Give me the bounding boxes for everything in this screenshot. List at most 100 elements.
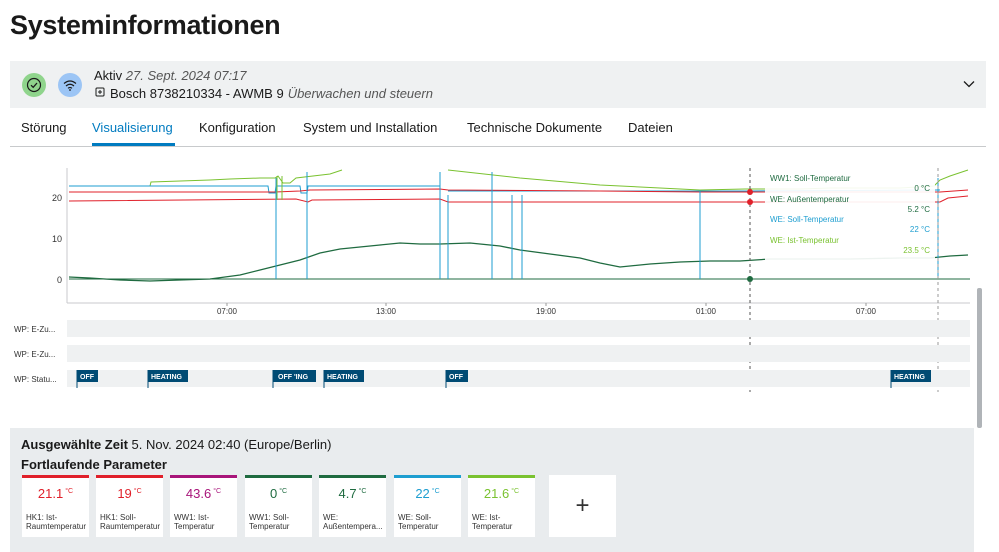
- tooltip-label: WE: Ist-Temperatur: [770, 236, 839, 245]
- parameter-name: WE: Ist- Temperatur: [472, 513, 512, 531]
- parameter-card[interactable]: 43.6 °C WW1: Ist- Temperatur: [170, 475, 237, 537]
- parameter-number: 0: [269, 486, 278, 501]
- x-tick-label: 19:00: [536, 307, 557, 316]
- tab-bar: Störung Visualisierung Konfiguration Sys…: [10, 111, 986, 147]
- y-tick-20: 20: [52, 193, 62, 203]
- page-title: Systeminformationen: [10, 10, 281, 40]
- selected-time-label: Ausgewählte Zeit: [21, 437, 128, 452]
- cursor-point: [747, 276, 753, 282]
- y-tick-10: 10: [52, 234, 62, 244]
- status-flag: HEATING: [327, 374, 359, 381]
- tab-visualisierung[interactable]: Visualisierung: [92, 120, 173, 135]
- parameter-name: WE: Soll- Temperatur: [398, 513, 438, 531]
- x-ticks: 07:00 13:00 19:00 01:00 07:00: [217, 303, 877, 316]
- parameter-name-line: HK1: Soll-: [100, 513, 137, 522]
- tab-dateien[interactable]: Dateien: [628, 120, 673, 135]
- parameter-number: 43.6: [185, 486, 212, 501]
- chevron-down-icon[interactable]: [962, 77, 976, 91]
- parameter-number: 22: [415, 486, 430, 501]
- parameter-name: HK1: Ist- Raumtemperatur: [26, 513, 86, 531]
- cursor-point: [747, 199, 753, 205]
- parameter-unit: °C: [358, 488, 367, 495]
- parameter-name: WW1: Ist- Temperatur: [174, 513, 214, 531]
- parameter-unit: °C: [431, 488, 440, 495]
- device-subtitle: Überwachen und steuern: [287, 86, 433, 101]
- device-name: Bosch 8738210334 - AWMB 9: [110, 86, 284, 101]
- tooltip-value: 5.2 °C: [908, 205, 931, 214]
- status-row-label: WP: E-Zu...: [14, 350, 55, 359]
- active-tab-indicator: [92, 143, 175, 146]
- parameter-value: 4.7 °C: [319, 486, 386, 501]
- tab-konfiguration[interactable]: Konfiguration: [199, 120, 276, 135]
- parameter-card[interactable]: 19 °C HK1: Soll- Raumtemperatur: [96, 475, 163, 537]
- selected-time-panel: Ausgewählte Zeit 5. Nov. 2024 02:40 (Eur…: [10, 428, 974, 552]
- parameter-unit: °C: [65, 488, 74, 495]
- add-parameter-button[interactable]: +: [549, 475, 616, 537]
- y-tick-0: 0: [57, 275, 62, 285]
- tooltip-label: WE: Außentemperatur: [770, 195, 849, 204]
- parameter-name-line: Temperatur: [398, 522, 439, 531]
- tooltip-label: WW1: Soll-Temperatur: [770, 174, 851, 183]
- x-tick-label: 07:00: [217, 307, 238, 316]
- scrollbar-thumb[interactable]: [977, 288, 982, 428]
- parameter-value: 0 °C: [245, 486, 312, 501]
- status-flags: OFF HEATING OFF 'ING HEATING OFF HEATING: [76, 370, 931, 388]
- parameter-card[interactable]: 21.6 °C WE: Ist- Temperatur: [468, 475, 535, 537]
- parameter-card[interactable]: 21.1 °C HK1: Ist- Raumtemperatur: [22, 475, 89, 537]
- parameter-value: 43.6 °C: [170, 486, 237, 501]
- tooltip-label: WE: Soll-Temperatur: [770, 215, 844, 224]
- x-tick-label: 07:00: [856, 307, 877, 316]
- parameter-number: 4.7: [338, 486, 357, 501]
- device-timestamp: 27. Sept. 2024 07:17: [125, 68, 247, 83]
- parameter-value: 21.6 °C: [468, 486, 535, 501]
- tooltip-value: 22 °C: [910, 225, 930, 234]
- tab-stoerung[interactable]: Störung: [21, 120, 67, 135]
- device-status: Aktiv: [94, 68, 123, 83]
- parameter-name-line: Temperatur: [174, 522, 215, 531]
- parameter-value: 21.1 °C: [22, 486, 89, 501]
- timeline-chart[interactable]: 20 10 0 07:00 13:00 19:00 01:00 07:00 WW…: [0, 150, 999, 395]
- status-flag: HEATING: [151, 374, 183, 381]
- wifi-icon: [58, 73, 82, 97]
- device-type-icon: [94, 86, 106, 101]
- parameter-name-line: Temperatur: [472, 522, 513, 531]
- x-tick-label: 13:00: [376, 307, 397, 316]
- parameter-value: 19 °C: [96, 486, 163, 501]
- parameter-card[interactable]: 0 °C WW1: Soll- Temperatur: [245, 475, 312, 537]
- parameter-name-line: Raumtemperatur: [26, 522, 87, 531]
- device-header[interactable]: Aktiv 27. Sept. 2024 07:17 Bosch 8738210…: [10, 61, 986, 108]
- parameter-number: 21.6: [483, 486, 510, 501]
- status-row-label: WP: Statu...: [14, 375, 57, 384]
- parameter-name-line: WW1: Ist-: [174, 513, 210, 522]
- parameter-card[interactable]: 4.7 °C WE: Außentempera...: [319, 475, 386, 537]
- parameter-name-line: Außentempera...: [323, 522, 383, 531]
- parameter-number: 21.1: [37, 486, 64, 501]
- device-status-line: Aktiv 27. Sept. 2024 07:17: [94, 68, 247, 83]
- parameter-card[interactable]: 22 °C WE: Soll- Temperatur: [394, 475, 461, 537]
- chart-tooltip: WW1: Soll-Temperatur 0 °C WE: Außentempe…: [765, 168, 935, 260]
- status-flag: OFF: [80, 374, 95, 381]
- status-row-label: WP: E-Zu...: [14, 325, 55, 334]
- tab-system-und-installation[interactable]: System und Installation: [303, 120, 438, 135]
- status-flag: OFF 'ING: [278, 374, 309, 381]
- parameters-title: Fortlaufende Parameter: [21, 457, 167, 472]
- parameter-name-line: Temperatur: [249, 522, 290, 531]
- parameter-name-line: Raumtemperatur: [100, 522, 161, 531]
- parameter-name-line: WE: Soll-: [398, 513, 432, 522]
- x-tick-label: 01:00: [696, 307, 717, 316]
- device-name-line: Bosch 8738210334 - AWMB 9 Überwachen und…: [94, 86, 433, 101]
- parameter-name: WE: Außentempera...: [323, 513, 383, 531]
- parameter-number: 19: [117, 486, 132, 501]
- parameter-name-line: HK1: Ist-: [26, 513, 58, 522]
- parameter-unit: °C: [279, 488, 288, 495]
- cursor-point: [747, 189, 753, 195]
- tab-technische-dokumente[interactable]: Technische Dokumente: [467, 120, 603, 135]
- parameter-unit: °C: [511, 488, 520, 495]
- parameter-name-line: WE:: [323, 513, 339, 522]
- tooltip-value: 0 °C: [914, 184, 930, 193]
- status-flag: OFF: [449, 374, 464, 381]
- selected-time-value: 5. Nov. 2024 02:40 (Europe/Berlin): [131, 437, 332, 452]
- series-hk1-soll-raumtemperatur: [68, 195, 969, 203]
- parameter-name-line: WW1: Soll-: [249, 513, 289, 522]
- parameter-unit: °C: [213, 488, 222, 495]
